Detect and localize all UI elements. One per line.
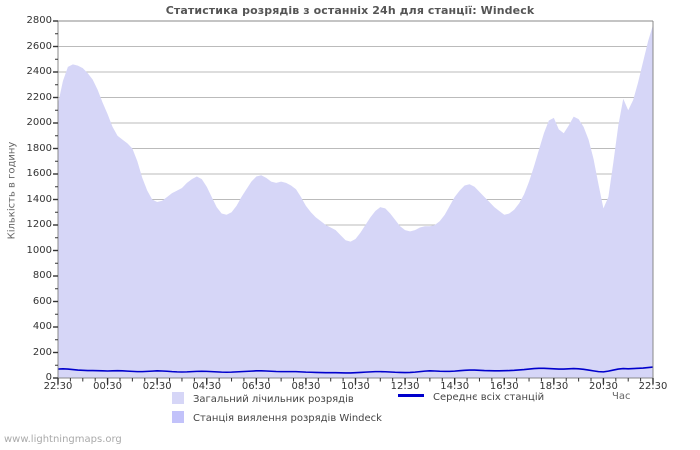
chart-legend: Загальний лічильник розрядів Станція виял… xyxy=(0,392,700,428)
x-axis-tick-label: 02:30 xyxy=(142,381,172,392)
x-axis-tick-label: 04:30 xyxy=(192,381,222,392)
x-axis-tick-label: 08:30 xyxy=(291,381,321,392)
watermark-label: www.lightningmaps.org xyxy=(4,434,122,445)
y-axis-tick-label: 2000 xyxy=(26,117,52,128)
y-axis-tick-label: 600 xyxy=(32,295,52,307)
x-axis-tick-label: 10:30 xyxy=(341,381,370,392)
x-axis-tick-label: 22:30 xyxy=(43,381,73,392)
legend-color-swatch xyxy=(172,392,184,404)
x-axis-tick-label: 14:30 xyxy=(440,381,470,392)
x-axis-tick-label: 06:30 xyxy=(241,381,271,392)
y-axis-tick-label: 1800 xyxy=(26,142,52,154)
y-axis-tick-label: 1400 xyxy=(26,193,52,205)
x-axis-tick-label: 00:30 xyxy=(93,381,122,392)
y-axis-tick-label: 2200 xyxy=(26,91,52,103)
y-axis-tick-label: 1600 xyxy=(26,168,52,179)
x-axis-tick-label: 18:30 xyxy=(539,381,569,392)
y-axis-tick-label: 0 xyxy=(45,372,52,383)
y-axis-tick-label: 2800 xyxy=(26,15,52,26)
legend-item[interactable]: Загальний лічильник розрядів xyxy=(172,392,354,405)
y-axis-tick-label: 1200 xyxy=(26,219,52,230)
chart-title: Статистика розрядів з останніх 24h для с… xyxy=(165,4,535,17)
legend-color-swatch xyxy=(172,411,184,423)
y-axis-tick-label: 2400 xyxy=(26,66,52,77)
y-axis-tick-label: 800 xyxy=(32,270,52,281)
legend-item-label: Загальний лічильник розрядів xyxy=(193,394,354,405)
legend-line-marker xyxy=(398,394,424,397)
y-axis-tick-label: 200 xyxy=(32,346,52,358)
y-axis-tick-label: 1000 xyxy=(26,244,52,256)
y-axis-tick-label: 2600 xyxy=(26,40,52,52)
line-series xyxy=(57,366,654,374)
x-axis-tick-label: 20:30 xyxy=(588,381,618,392)
y-axis-tick-label: 400 xyxy=(32,321,52,332)
x-axis-tick-label: 16:30 xyxy=(489,381,519,392)
legend-item[interactable]: Станція виялення розрядів Windeck xyxy=(172,411,382,424)
x-axis-title: Час xyxy=(612,391,631,402)
legend-item-label: Станція виялення розрядів Windeck xyxy=(193,413,382,424)
x-axis-tick-label: 22:30 xyxy=(638,381,668,392)
legend-item-label: Середнє всіх станцій xyxy=(433,392,545,403)
x-axis-tick-label: 12:30 xyxy=(390,381,420,392)
legend-item[interactable]: Середнє всіх станцій xyxy=(398,392,544,403)
area-series xyxy=(58,24,653,378)
